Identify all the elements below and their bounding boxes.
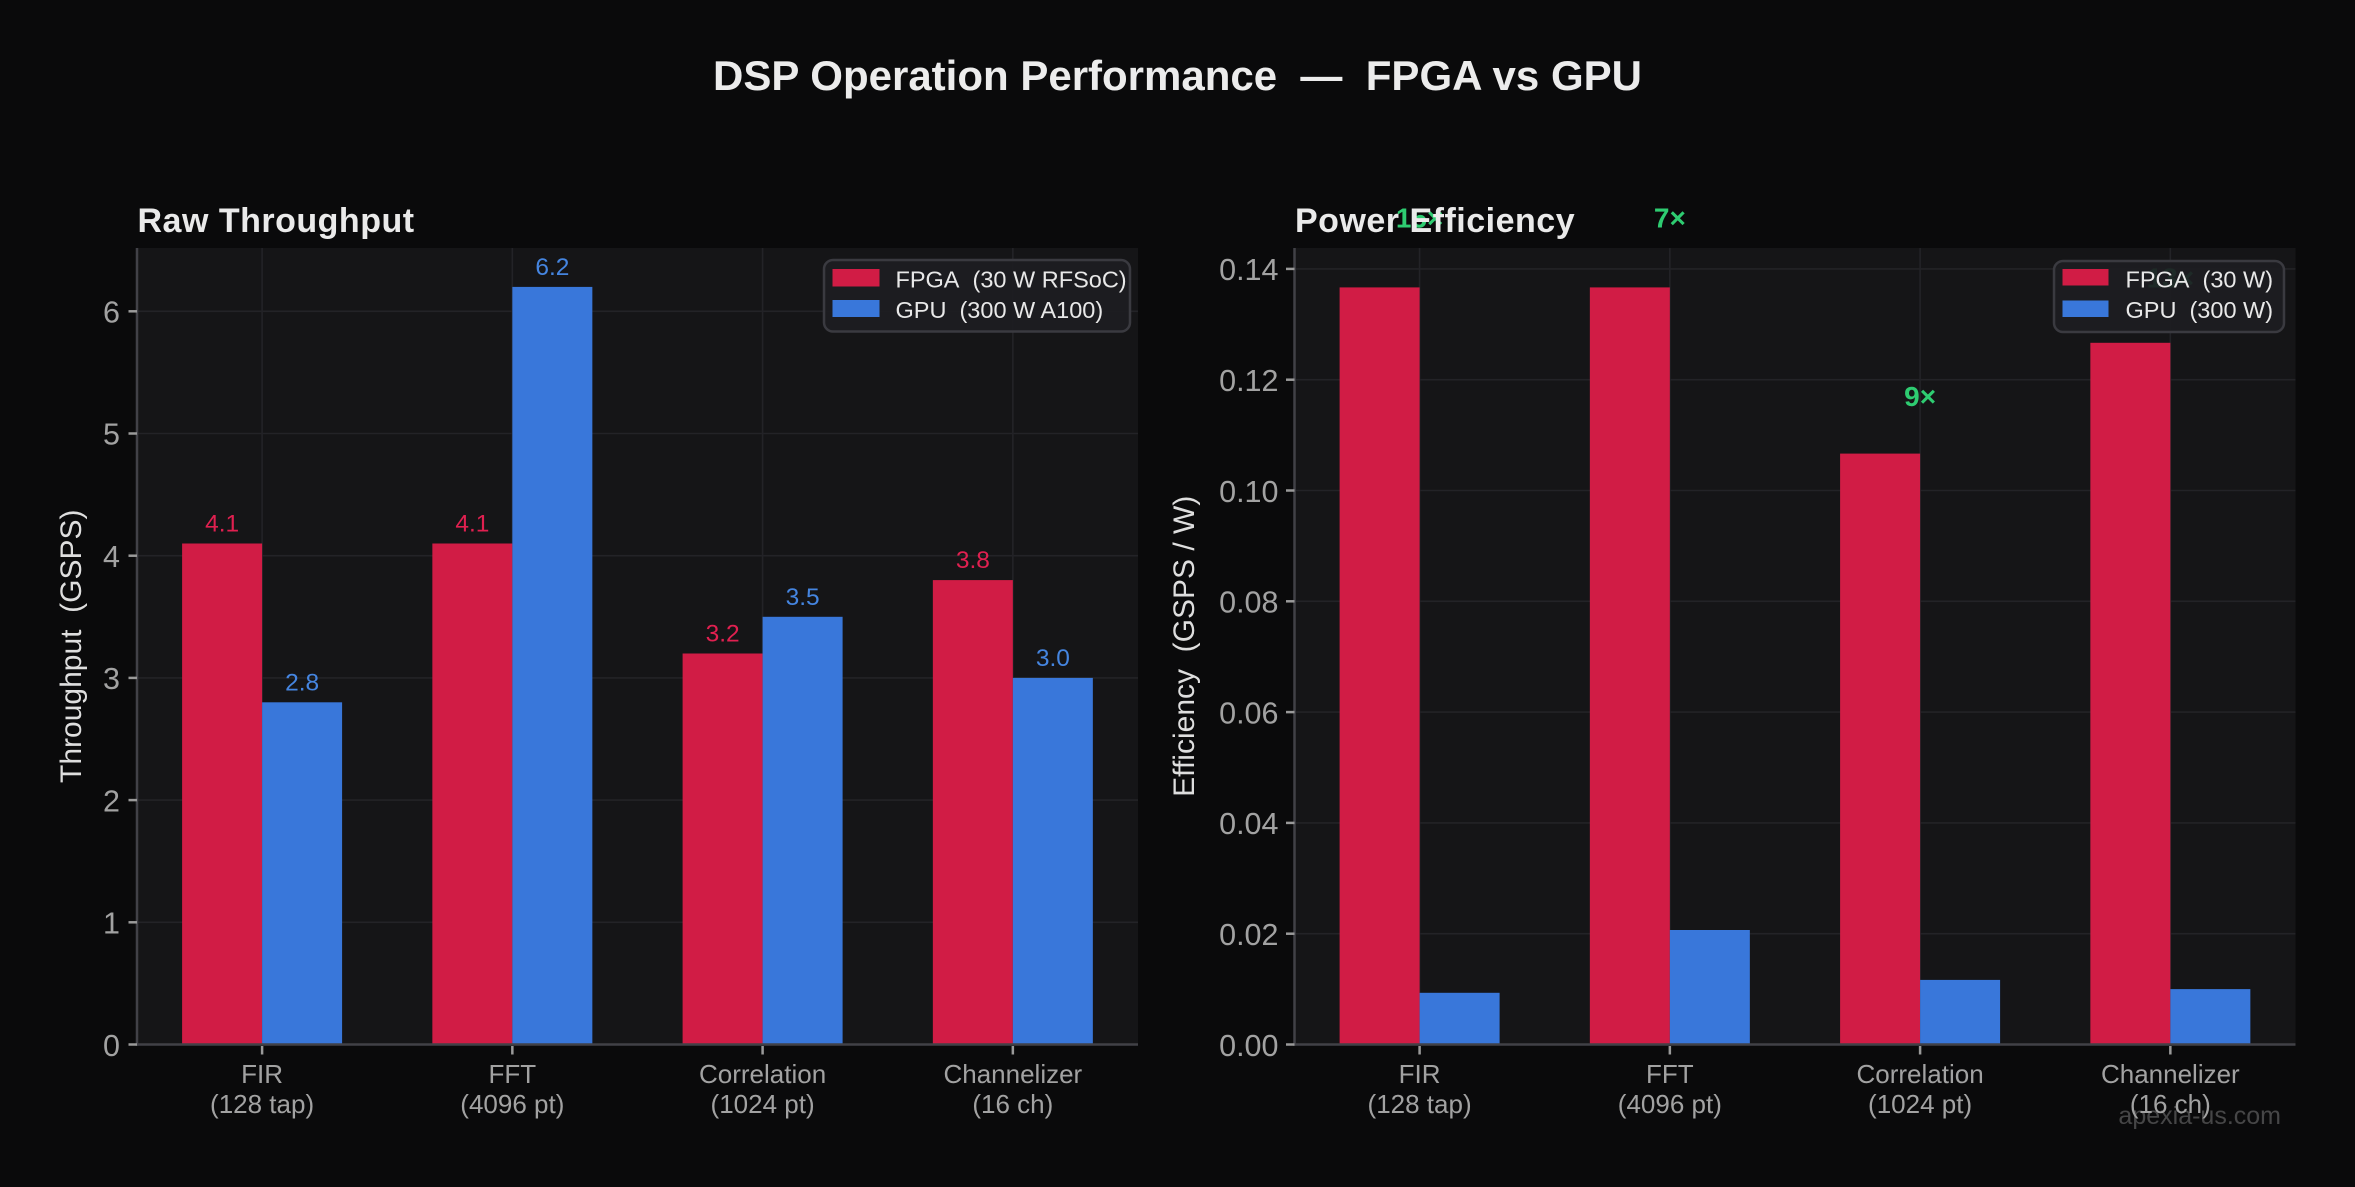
svg-text:7×: 7× (1654, 203, 1686, 234)
svg-text:DSP Operation Performance —: DSP Operation Performance — FPGA vs GPU (713, 52, 1642, 99)
svg-text:FIR: FIR (241, 1059, 283, 1089)
svg-text:4.1: 4.1 (455, 511, 489, 538)
svg-text:Power Efficiency: Power Efficiency (1295, 202, 1575, 240)
svg-text:GPU (300 W A100): GPU (300 W A100) (896, 297, 1104, 323)
svg-text:GPU (300 W): GPU (300 W) (2126, 297, 2274, 323)
svg-text:0.08: 0.08 (1219, 586, 1278, 620)
svg-text:FIR: FIR (1399, 1059, 1441, 1089)
svg-text:5: 5 (103, 418, 120, 452)
svg-text:2.8: 2.8 (285, 669, 319, 696)
svg-text:FFT: FFT (489, 1059, 537, 1089)
svg-text:6.2: 6.2 (535, 254, 569, 281)
svg-text:(128 tap): (128 tap) (1368, 1089, 1472, 1119)
svg-text:0.00: 0.00 (1219, 1029, 1278, 1063)
svg-text:3.8: 3.8 (956, 547, 990, 574)
svg-text:0.04: 0.04 (1219, 807, 1278, 841)
svg-text:6: 6 (103, 296, 120, 330)
svg-text:(1024 pt): (1024 pt) (1868, 1089, 1972, 1119)
svg-text:3.2: 3.2 (706, 621, 740, 648)
svg-text:0.12: 0.12 (1219, 364, 1278, 398)
svg-text:3: 3 (103, 662, 120, 696)
svg-text:Correlation: Correlation (1857, 1059, 1984, 1089)
svg-text:(16 ch): (16 ch) (972, 1089, 1053, 1119)
svg-text:Channelizer: Channelizer (943, 1059, 1082, 1089)
svg-text:Raw Throughput: Raw Throughput (138, 202, 415, 240)
svg-text:(4096 pt): (4096 pt) (460, 1089, 564, 1119)
svg-text:4: 4 (103, 540, 120, 574)
svg-text:apexia-us.com: apexia-us.com (2118, 1102, 2281, 1130)
svg-text:0.06: 0.06 (1219, 696, 1278, 730)
svg-text:FPGA (30 W): FPGA (30 W) (2126, 266, 2274, 292)
svg-text:Throughput (GSPS): Throughput (GSPS) (55, 510, 88, 783)
svg-text:(4096 pt): (4096 pt) (1618, 1089, 1722, 1119)
svg-text:0: 0 (103, 1029, 120, 1063)
svg-text:3.5: 3.5 (786, 584, 820, 611)
svg-text:9×: 9× (1904, 381, 1936, 412)
svg-text:Channelizer: Channelizer (2101, 1059, 2240, 1089)
svg-text:0.02: 0.02 (1219, 918, 1278, 952)
svg-text:Efficiency (GSPS / W): Efficiency (GSPS / W) (1168, 496, 1201, 797)
svg-text:(1024 pt): (1024 pt) (711, 1089, 815, 1119)
svg-text:1: 1 (103, 907, 120, 941)
svg-text:FPGA (30 W RFSoC): FPGA (30 W RFSoC) (896, 266, 1127, 292)
svg-text:3.0: 3.0 (1036, 645, 1070, 672)
svg-text:4.1: 4.1 (205, 511, 239, 538)
svg-text:0.14: 0.14 (1219, 253, 1278, 287)
svg-text:0.10: 0.10 (1219, 475, 1278, 509)
svg-text:(16 ch): (16 ch) (2130, 1089, 2211, 1119)
svg-text:2: 2 (103, 784, 120, 818)
svg-text:Correlation: Correlation (699, 1059, 826, 1089)
svg-text:FFT: FFT (1646, 1059, 1694, 1089)
svg-text:15×: 15× (1396, 203, 1444, 234)
svg-text:(128 tap): (128 tap) (210, 1089, 314, 1119)
